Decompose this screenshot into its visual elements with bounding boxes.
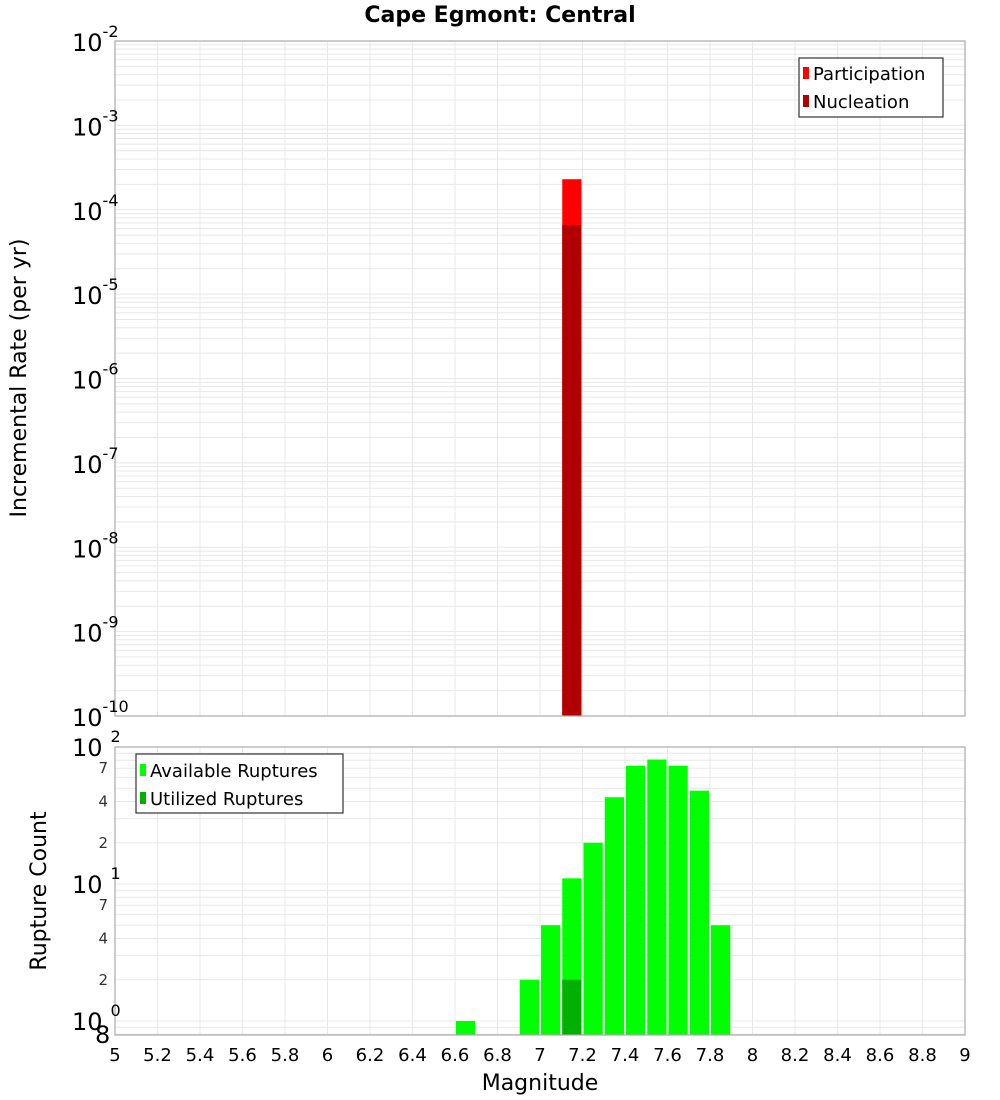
y-minor-tick-label: 2 — [98, 834, 108, 852]
x-tick-label: 6.6 — [441, 1045, 470, 1066]
nucleation-bar — [562, 224, 582, 716]
top-bars — [562, 179, 582, 716]
bottom-plot-frame — [114, 746, 966, 1036]
available-ruptures-bar — [689, 790, 709, 1035]
available-swatch-icon — [140, 764, 146, 776]
x-axis-title: Magnitude — [482, 1071, 599, 1096]
y-tick-label: 10 2 — [72, 727, 121, 762]
utilized-swatch-icon — [140, 792, 146, 804]
available-ruptures-bar — [604, 797, 624, 1035]
y-tick-label: 10-3 — [72, 106, 119, 141]
y-tick-label: 10-5 — [72, 275, 119, 310]
available-ruptures-bar — [583, 842, 603, 1035]
x-tick-label: 7.6 — [653, 1045, 682, 1066]
y-minor-tick-label: 8 — [95, 1021, 110, 1049]
x-tick-label: 5.4 — [186, 1045, 215, 1066]
x-tick-label: 8.6 — [866, 1045, 895, 1066]
y-tick-label: 10-7 — [72, 444, 119, 479]
utilized-ruptures-bar — [562, 979, 582, 1035]
available-ruptures-bar — [519, 979, 539, 1035]
available-ruptures-bar — [668, 765, 688, 1035]
bottom-y-axis-title: Rupture Count — [27, 811, 52, 971]
x-tick-label: 5.2 — [143, 1045, 172, 1066]
x-tick-label: 8.8 — [908, 1045, 937, 1066]
bottom-legend: Available Ruptures Utilized Ruptures — [135, 753, 344, 814]
x-tick-label: 6 — [322, 1045, 333, 1066]
x-tick-label: 7.8 — [696, 1045, 725, 1066]
legend-participation: Participation — [813, 64, 925, 85]
y-tick-label: 10-6 — [72, 360, 119, 395]
y-minor-tick-label: 4 — [98, 793, 108, 811]
top-legend-box — [798, 57, 944, 118]
x-tick-label: 7 — [534, 1045, 545, 1066]
legend-nucleation: Nucleation — [813, 92, 909, 113]
legend-utilized: Utilized Ruptures — [150, 789, 303, 810]
y-tick-label: 10 0 — [72, 1001, 121, 1036]
x-tick-label: 5.6 — [228, 1045, 257, 1066]
y-tick-label: 10-2 — [72, 22, 119, 57]
x-tick-label: 9 — [959, 1045, 970, 1066]
top-gridlines — [115, 41, 965, 717]
nucleation-swatch-icon — [803, 95, 809, 107]
available-ruptures-bar — [541, 925, 561, 1035]
x-tick-label: 7.4 — [611, 1045, 640, 1066]
x-tick-label: 8.2 — [781, 1045, 810, 1066]
x-tick-label: 7.2 — [568, 1045, 597, 1066]
legend-available: Available Ruptures — [150, 761, 318, 782]
top-y-axis-title: Incremental Rate (per yr) — [7, 239, 32, 518]
available-ruptures-bar — [456, 1021, 476, 1035]
top-legend: Participation Nucleation — [798, 57, 944, 118]
y-minor-tick-label: 2 — [98, 971, 108, 989]
x-tick-label: 6.4 — [398, 1045, 427, 1066]
bottom-legend-box — [135, 753, 344, 814]
x-tick-label: 8.4 — [823, 1045, 852, 1066]
y-tick-label: 10-10 — [72, 697, 129, 732]
x-axis-ticks: 5 5.2 5.4 5.6 5.8 6 6.2 6.4 6.6 6.8 7 7.2 7.4 7.6 7.8 8… — [109, 1045, 970, 1066]
available-ruptures-bar — [626, 765, 646, 1035]
y-tick-label: 10 1 — [72, 864, 121, 899]
chart-title: Cape Egmont: Central — [364, 3, 635, 28]
top-panel-incremental-rate: 10-2 10-3 10-4 10-5 10-6 10-7 10-8 10-9 10-10 In… — [7, 22, 966, 732]
bottom-bars — [456, 759, 731, 1035]
y-minor-tick-label: 7 — [98, 896, 108, 914]
x-tick-label: 5 — [109, 1045, 120, 1066]
top-y-axis-ticks: 10-2 10-3 10-4 10-5 10-6 10-7 10-8 10-9 10-10 — [72, 22, 129, 732]
y-tick-label: 10-4 — [72, 191, 119, 226]
x-tick-label: 8 — [747, 1045, 758, 1066]
available-ruptures-bar — [711, 925, 731, 1035]
y-tick-label: 10-9 — [72, 613, 119, 648]
y-minor-tick-label: 7 — [98, 759, 108, 777]
top-plot-frame — [114, 40, 966, 717]
x-tick-label: 6.8 — [483, 1045, 512, 1066]
participation-swatch-icon — [803, 67, 809, 79]
y-minor-tick-label: 4 — [98, 930, 108, 948]
available-ruptures-bar — [647, 759, 667, 1035]
x-tick-label: 5.8 — [271, 1045, 300, 1066]
x-tick-label: 6.2 — [356, 1045, 385, 1066]
y-tick-label: 10-8 — [72, 528, 119, 563]
